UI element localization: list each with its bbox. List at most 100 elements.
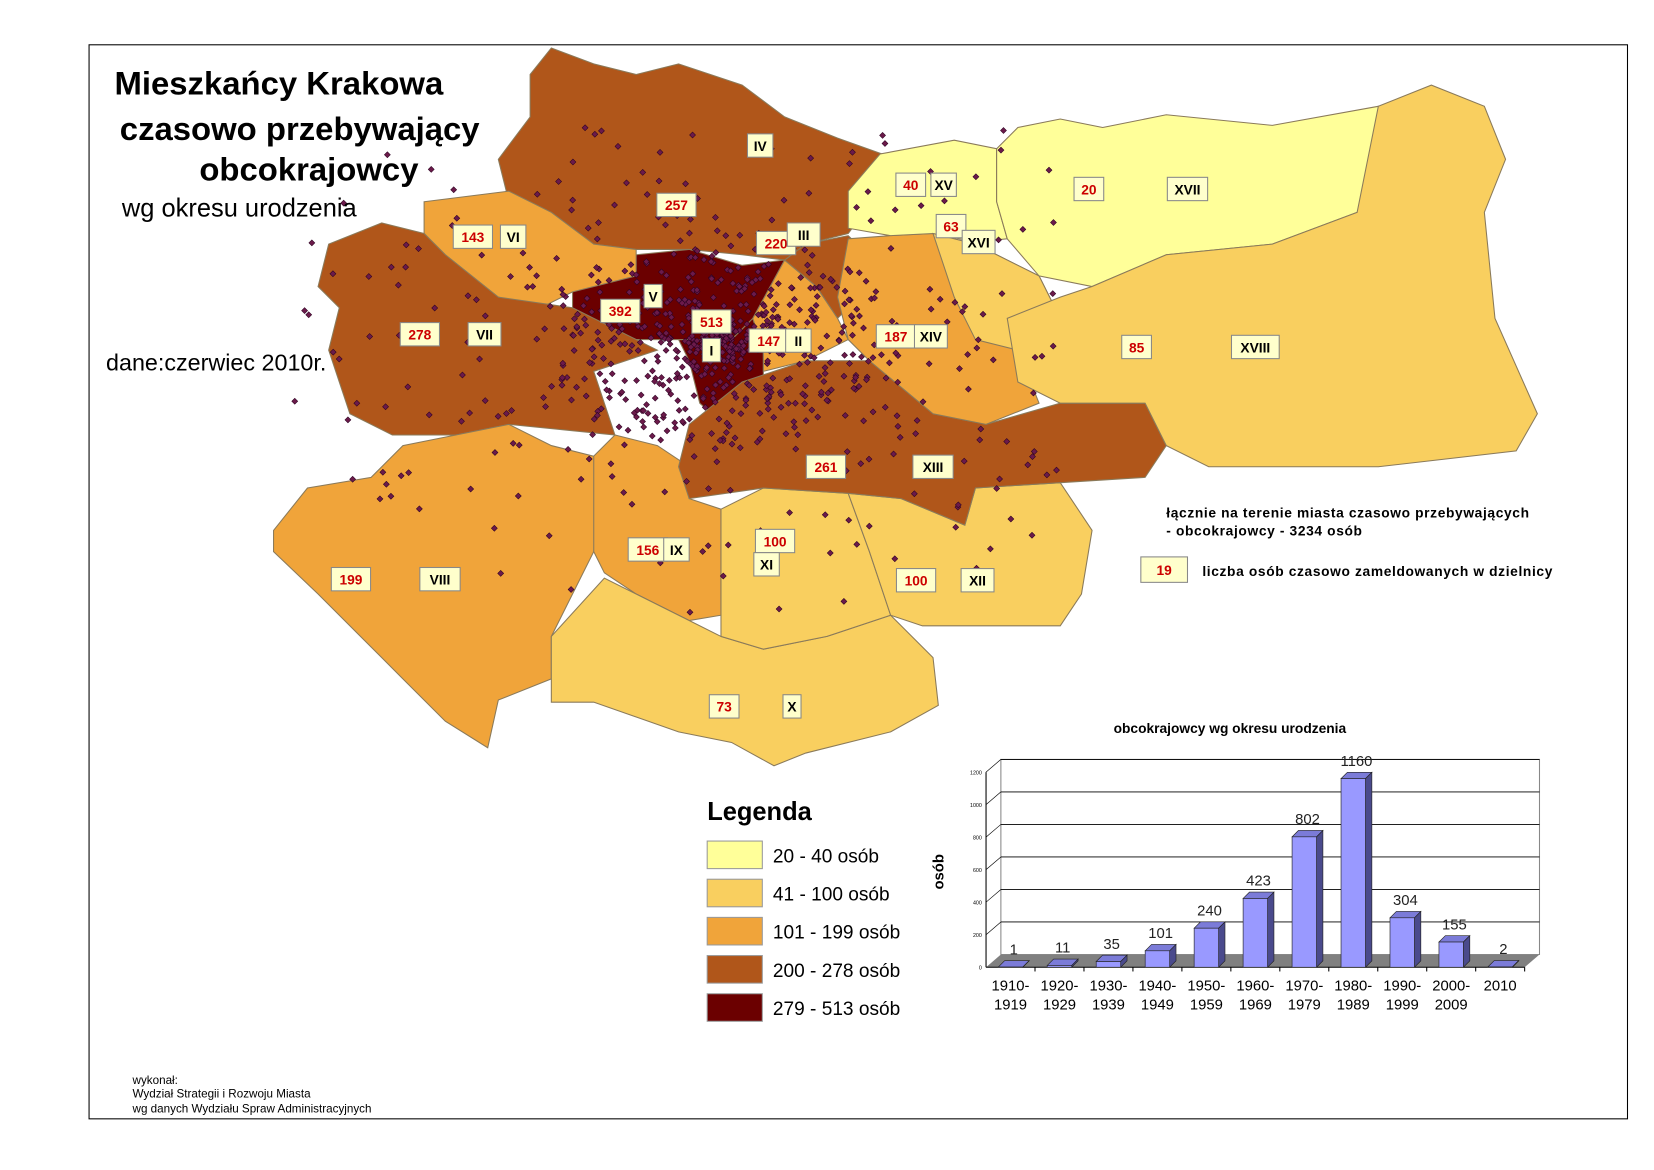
residence-dot — [805, 189, 813, 197]
district-numeral: X — [787, 700, 797, 715]
residence-dot — [590, 353, 598, 361]
residence-dot — [894, 422, 902, 430]
residence-dot — [684, 274, 692, 281]
residence-dot — [676, 237, 684, 245]
residence-dot — [972, 173, 980, 181]
residence-dot — [425, 411, 433, 419]
residence-dot — [594, 411, 601, 419]
legend-label: 279 - 513 osób — [773, 999, 900, 1020]
residence-dot — [567, 586, 575, 593]
residence-dot — [820, 378, 828, 385]
bar-side — [1316, 829, 1324, 968]
residence-dot — [890, 450, 897, 458]
x-tick-label: 1910-1919 — [992, 979, 1030, 1014]
residence-dot — [740, 348, 747, 356]
data-label: 1 — [1010, 942, 1018, 958]
residence-dot — [642, 258, 650, 266]
district-value: 40 — [903, 178, 919, 193]
residence-dot — [662, 347, 670, 354]
residence-dot — [701, 403, 709, 411]
residence-dot — [651, 394, 659, 402]
data-label: 1160 — [1341, 754, 1373, 770]
residence-dot — [833, 283, 841, 291]
residence-dot — [720, 364, 728, 372]
residence-dot — [846, 360, 853, 367]
residence-dot — [964, 351, 972, 358]
residence-dot — [817, 388, 825, 396]
bar — [1389, 917, 1415, 968]
residence-dot — [687, 343, 695, 351]
residence-dot — [886, 359, 893, 367]
residence-dot — [746, 365, 754, 372]
residence-dot — [867, 217, 875, 225]
district-numeral-box — [701, 337, 721, 363]
district-value-box — [452, 224, 494, 249]
residence-dot — [415, 245, 422, 252]
residence-dot — [366, 333, 374, 340]
residence-dot — [1031, 353, 1039, 361]
residence-dot — [667, 390, 675, 398]
residence-dot — [666, 309, 674, 317]
residence-dot — [956, 365, 963, 372]
residence-dot — [1003, 438, 1011, 445]
residence-dot — [730, 390, 738, 398]
residence-dot — [568, 396, 575, 404]
district-map — [273, 47, 1538, 767]
residence-dot — [775, 605, 783, 613]
residence-dot — [607, 360, 615, 368]
residence-dot — [848, 312, 855, 320]
credits-line2: Wydział Strategii i Rozwoju Miasta — [133, 1088, 312, 1101]
residence-dot — [723, 429, 730, 436]
residence-dot — [870, 341, 878, 349]
residence-dot — [926, 285, 934, 293]
residence-dot — [723, 419, 731, 427]
residence-dot — [768, 216, 776, 224]
data-label: 2 — [1499, 942, 1507, 958]
residence-dot — [769, 374, 777, 382]
residence-dot — [720, 384, 727, 391]
subtitle: wg okresu urodzenia — [121, 195, 358, 223]
residence-dot — [1028, 531, 1036, 539]
residence-dot — [686, 229, 693, 237]
residence-dot — [977, 425, 985, 433]
legend-label: 200 - 278 osób — [773, 961, 900, 982]
residence-dot — [817, 344, 825, 352]
residence-dot — [624, 426, 632, 434]
residence-dot — [376, 495, 384, 503]
residence-dot — [594, 408, 602, 415]
residence-dot — [615, 328, 623, 336]
residence-dot — [715, 415, 723, 423]
residence-dot — [693, 337, 701, 345]
residence-dot — [979, 310, 987, 318]
residence-dot — [677, 285, 684, 293]
legend-swatch — [706, 993, 763, 1022]
residence-dot — [797, 274, 805, 281]
residence-dot — [807, 154, 815, 162]
residence-dot — [615, 423, 623, 431]
residence-dot — [673, 370, 681, 377]
district-numeral-box — [746, 133, 774, 158]
residence-dot — [657, 338, 665, 346]
residence-dot — [786, 301, 794, 309]
residence-dot — [581, 124, 589, 132]
residence-dot — [742, 401, 750, 409]
residence-dot — [596, 370, 604, 378]
residence-dot — [687, 215, 694, 223]
residence-dot — [627, 261, 635, 269]
residence-dot — [660, 411, 668, 419]
residence-dot — [826, 549, 834, 557]
residence-dot — [965, 385, 972, 393]
residence-dot — [656, 380, 663, 388]
residence-dot — [559, 291, 567, 298]
residence-dot — [655, 177, 663, 185]
residence-dot — [917, 202, 925, 209]
residence-dot — [814, 413, 822, 421]
title-line3: obcokrajowcy — [199, 151, 419, 188]
residence-dot — [805, 269, 813, 276]
residence-dot — [712, 213, 719, 221]
residence-dot — [716, 437, 724, 444]
bar-side — [1365, 771, 1373, 968]
residence-dot — [559, 359, 567, 367]
district-numeral: IV — [754, 139, 768, 154]
